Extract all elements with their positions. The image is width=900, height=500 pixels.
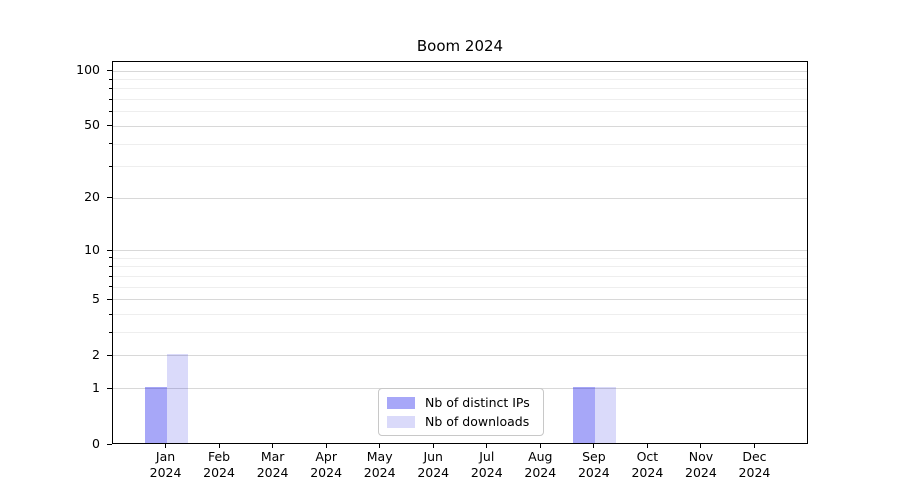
y-minor-tick-8	[109, 265, 112, 267]
x-tick-sep	[593, 444, 595, 448]
y-tick-label-100: 100	[76, 62, 100, 78]
x-tick-label-mar: Mar 2024	[256, 449, 289, 480]
y-tick-label-10: 10	[84, 241, 100, 257]
gridline-major-2	[113, 355, 807, 357]
x-tick-label-oct: Oct 2024	[631, 449, 664, 480]
y-tick-label-50: 50	[84, 117, 100, 133]
y-minor-tick-30	[109, 165, 112, 167]
gridline-major-100	[113, 70, 807, 72]
gridline-major-10	[113, 250, 807, 252]
x-tick-label-jun: Jun 2024	[417, 449, 450, 480]
x-tick-label-may: May 2024	[363, 449, 396, 480]
gridline-minor-80	[113, 88, 807, 90]
x-tick-label-jan: Jan 2024	[149, 449, 182, 480]
y-minor-tick-80	[109, 87, 112, 89]
gridline-major-50	[113, 125, 807, 127]
x-tick-dec	[753, 444, 755, 448]
y-minor-tick-40	[109, 143, 112, 145]
y-minor-tick-9	[109, 257, 112, 259]
x-tick-feb	[218, 444, 220, 448]
x-tick-jul	[486, 444, 488, 448]
x-tick-label-aug: Aug 2024	[524, 449, 557, 480]
legend-item-downloads: Nb of downloads	[387, 413, 535, 431]
bar-distinct-ips-jan	[145, 386, 167, 443]
gridline-minor-40	[113, 143, 807, 145]
y-tick-1	[107, 387, 112, 389]
y-tick-10	[107, 249, 112, 251]
y-tick-label-1: 1	[92, 379, 100, 395]
bar-downloads-sep	[594, 386, 617, 443]
y-minor-tick-7	[109, 275, 112, 277]
y-tick-label-0: 0	[92, 436, 100, 451]
x-tick-mar	[272, 444, 274, 448]
y-tick-2	[107, 354, 112, 356]
legend-label-downloads: Nb of downloads	[425, 414, 530, 429]
legend-swatch-downloads	[387, 416, 415, 428]
y-minor-tick-70	[109, 98, 112, 100]
gridline-minor-60	[113, 111, 807, 113]
x-tick-label-dec: Dec 2024	[738, 449, 771, 480]
y-tick-20	[107, 197, 112, 199]
gridline-minor-8	[113, 266, 807, 268]
x-tick-label-feb: Feb 2024	[203, 449, 235, 480]
y-tick-5	[107, 298, 112, 300]
y-tick-label-5: 5	[92, 290, 100, 306]
gridline-minor-70	[113, 99, 807, 101]
y-tick-label-2: 2	[92, 346, 100, 362]
x-tick-aug	[539, 444, 541, 448]
x-tick-label-apr: Apr 2024	[310, 449, 343, 480]
y-minor-tick-6	[109, 286, 112, 288]
bar-distinct-ips-sep	[573, 386, 595, 443]
x-tick-label-jul: Jul 2024	[470, 449, 503, 480]
x-tick-jun	[432, 444, 434, 448]
y-minor-tick-60	[109, 110, 112, 112]
x-tick-may	[379, 444, 381, 448]
legend-item-distinct-ips: Nb of distinct IPs	[387, 394, 535, 412]
bar-downloads-jan	[166, 354, 189, 443]
y-tick-0	[107, 444, 112, 445]
x-tick-nov	[700, 444, 702, 448]
y-tick-100	[107, 70, 112, 72]
gridline-minor-3	[113, 332, 807, 334]
x-tick-jan	[165, 444, 167, 448]
x-tick-label-sep: Sep 2024	[577, 449, 610, 480]
gridline-minor-90	[113, 79, 807, 81]
plot-area	[112, 61, 808, 444]
y-minor-tick-3	[109, 331, 112, 333]
y-tick-label-20: 20	[84, 189, 100, 205]
y-minor-tick-4	[109, 313, 112, 315]
gridline-minor-9	[113, 257, 807, 259]
y-tick-50	[107, 125, 112, 127]
gridline-minor-30	[113, 166, 807, 168]
y-minor-tick-90	[109, 78, 112, 80]
x-tick-apr	[325, 444, 327, 448]
gridline-major-20	[113, 197, 807, 199]
legend-label-distinct-ips: Nb of distinct IPs	[425, 395, 530, 410]
chart-title: Boom 2024	[416, 37, 504, 55]
legend: Nb of distinct IPs Nb of downloads	[378, 388, 544, 436]
gridline-major-5	[113, 299, 807, 301]
gridline-minor-7	[113, 276, 807, 278]
x-tick-oct	[646, 444, 648, 448]
gridline-minor-6	[113, 286, 807, 288]
x-tick-label-nov: Nov 2024	[685, 449, 717, 480]
gridline-minor-4	[113, 314, 807, 316]
legend-swatch-distinct-ips	[387, 397, 415, 409]
